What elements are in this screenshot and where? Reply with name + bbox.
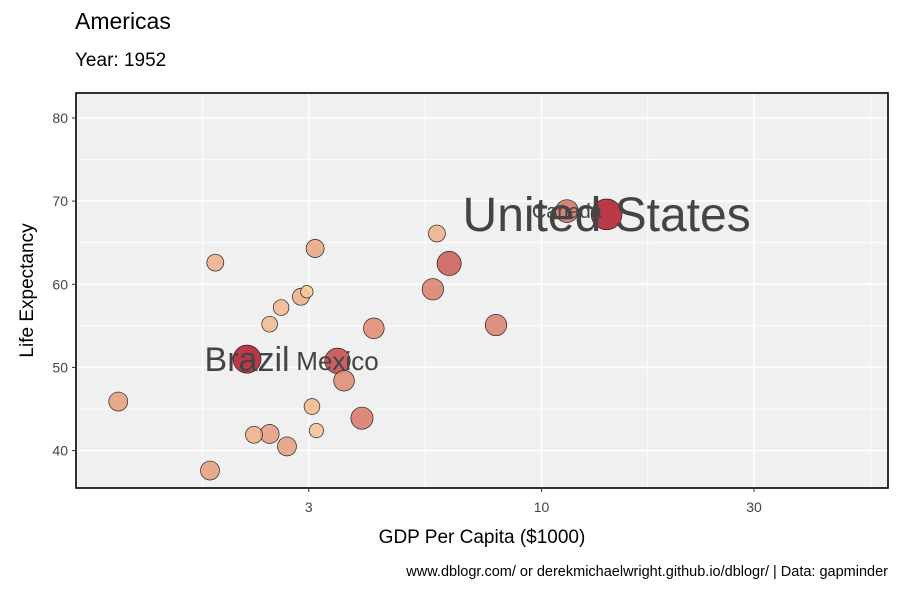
data-point xyxy=(363,317,385,340)
data-point xyxy=(484,313,508,337)
data-point xyxy=(350,406,374,430)
y-tick-label: 60 xyxy=(52,276,68,292)
data-point xyxy=(245,425,263,444)
data-point xyxy=(108,391,129,412)
data-point xyxy=(272,299,290,316)
y-tick-label: 80 xyxy=(52,110,68,126)
data-point xyxy=(308,423,324,439)
data-point xyxy=(232,344,262,374)
plot-panel xyxy=(76,93,888,488)
data-point xyxy=(305,239,325,258)
x-tick-label: 10 xyxy=(534,499,550,515)
point-label: Canada xyxy=(532,201,603,223)
point-label: Mexico xyxy=(296,346,378,376)
point-label: United States xyxy=(463,189,751,242)
data-point xyxy=(555,199,579,223)
data-point xyxy=(590,198,623,231)
data-point xyxy=(261,315,278,333)
y-tick-label: 70 xyxy=(52,193,68,209)
data-point xyxy=(200,460,220,481)
data-point xyxy=(277,436,297,457)
plot-frame xyxy=(75,92,889,489)
x-tick-label: 3 xyxy=(305,499,313,515)
chart-title: Americas xyxy=(75,8,171,34)
data-points xyxy=(108,198,623,481)
data-point xyxy=(303,398,321,415)
y-axis-label: Life Expectancy xyxy=(17,223,38,358)
point-label: Brazil xyxy=(205,341,290,379)
x-axis-ticks: 3 10 30 xyxy=(305,488,762,515)
x-axis-label: GDP Per Capita ($1000) xyxy=(379,527,586,548)
data-point xyxy=(333,370,355,392)
data-point xyxy=(436,251,462,276)
source-caption: www.dblogr.com/ or derekmichaelwright.gi… xyxy=(406,564,888,580)
data-point xyxy=(206,253,225,272)
x-tick-label: 30 xyxy=(746,499,762,515)
chart-subtitle: Year: 1952 xyxy=(75,50,167,71)
y-tick-label: 40 xyxy=(52,443,68,459)
y-tick-label: 50 xyxy=(52,359,68,375)
data-point xyxy=(428,224,446,243)
data-point xyxy=(300,285,314,299)
data-point xyxy=(421,278,444,301)
y-axis-ticks: 40 50 60 70 80 xyxy=(52,110,76,459)
data-point xyxy=(259,424,280,444)
